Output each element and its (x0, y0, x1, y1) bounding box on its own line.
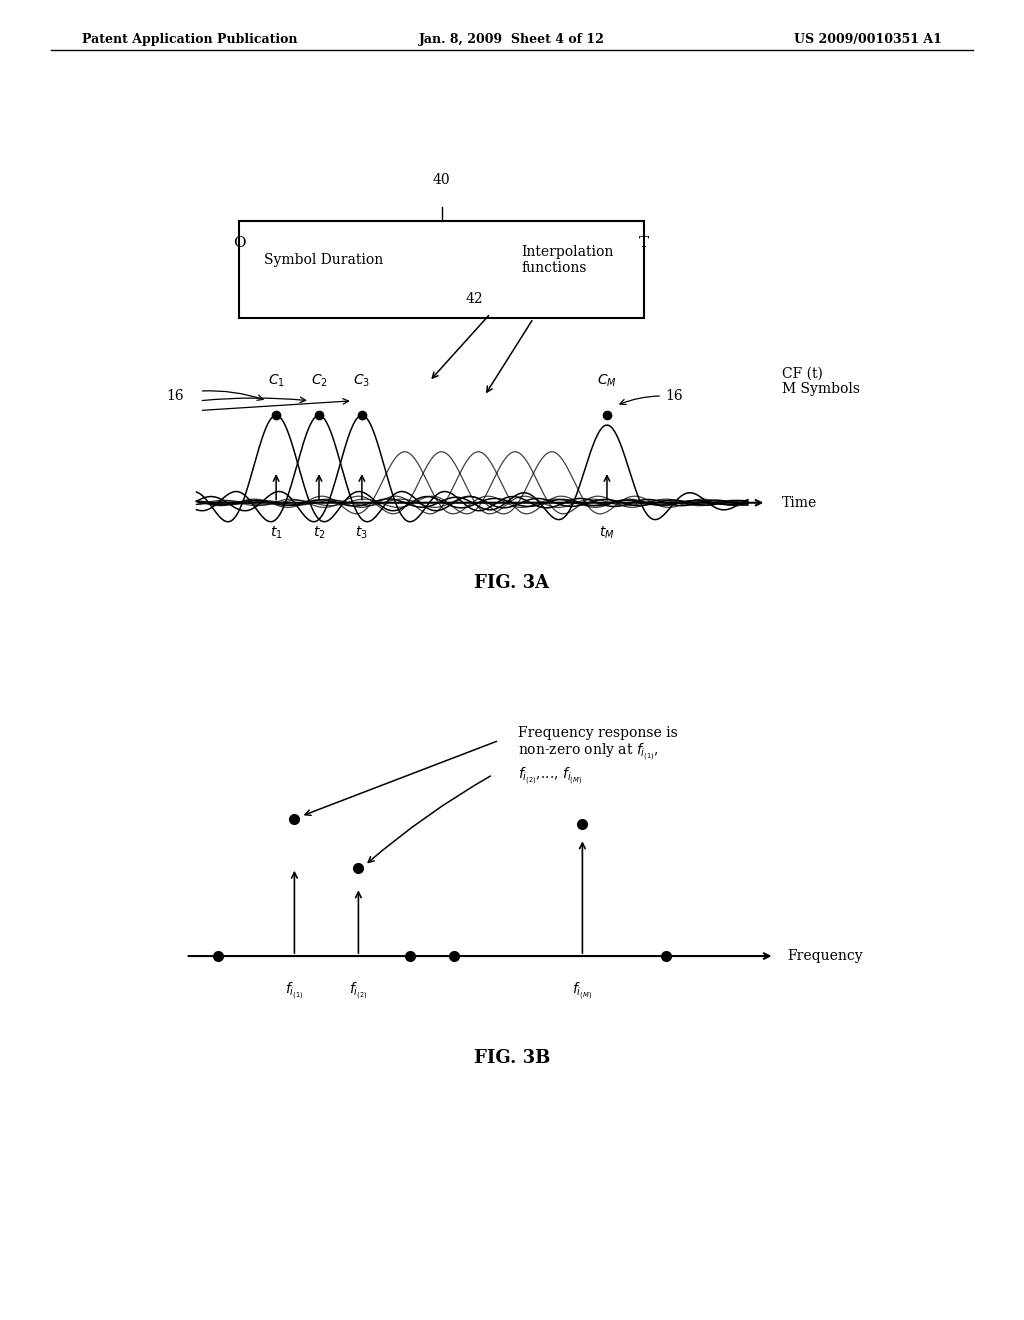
Text: $C_3$: $C_3$ (353, 372, 371, 388)
Text: FIG. 3A: FIG. 3A (474, 574, 550, 593)
Text: $f_{i_{(M)}}$: $f_{i_{(M)}}$ (572, 981, 593, 1002)
Text: 40: 40 (433, 173, 451, 187)
Bar (240, 222, 644, 318)
Text: 42: 42 (466, 292, 483, 306)
Text: Patent Application Publication: Patent Application Publication (82, 33, 297, 46)
Text: Jan. 8, 2009  Sheet 4 of 12: Jan. 8, 2009 Sheet 4 of 12 (419, 33, 605, 46)
Text: $t_1$: $t_1$ (269, 524, 283, 541)
Text: Frequency: Frequency (787, 949, 863, 964)
Text: Frequency response is
non-zero only at $f_{i_{(1)}}$,
$f_{i_{(2)}}$,..., $f_{i_{: Frequency response is non-zero only at $… (518, 726, 678, 787)
Text: $C_1$: $C_1$ (267, 372, 285, 388)
Text: US 2009/0010351 A1: US 2009/0010351 A1 (795, 33, 942, 46)
Text: Symbol Duration: Symbol Duration (264, 253, 383, 267)
Text: $t_2$: $t_2$ (312, 524, 326, 541)
Text: $C_M$: $C_M$ (597, 372, 616, 388)
Text: $f_{i_{(1)}}$: $f_{i_{(1)}}$ (285, 981, 304, 1002)
Text: 16: 16 (167, 389, 184, 403)
Text: 16: 16 (666, 389, 683, 403)
Text: $t_3$: $t_3$ (355, 524, 369, 541)
Text: O: O (233, 236, 246, 251)
Text: $f_{i_{(2)}}$: $f_{i_{(2)}}$ (349, 981, 368, 1002)
Text: $t_M$: $t_M$ (599, 524, 614, 541)
Text: $C_2$: $C_2$ (310, 372, 328, 388)
Text: Interpolation
functions: Interpolation functions (521, 246, 613, 275)
Text: T: T (639, 236, 649, 251)
Text: Time: Time (781, 496, 817, 510)
Text: FIG. 3B: FIG. 3B (474, 1049, 550, 1068)
Text: CF (t)
M Symbols: CF (t) M Symbols (781, 366, 859, 396)
